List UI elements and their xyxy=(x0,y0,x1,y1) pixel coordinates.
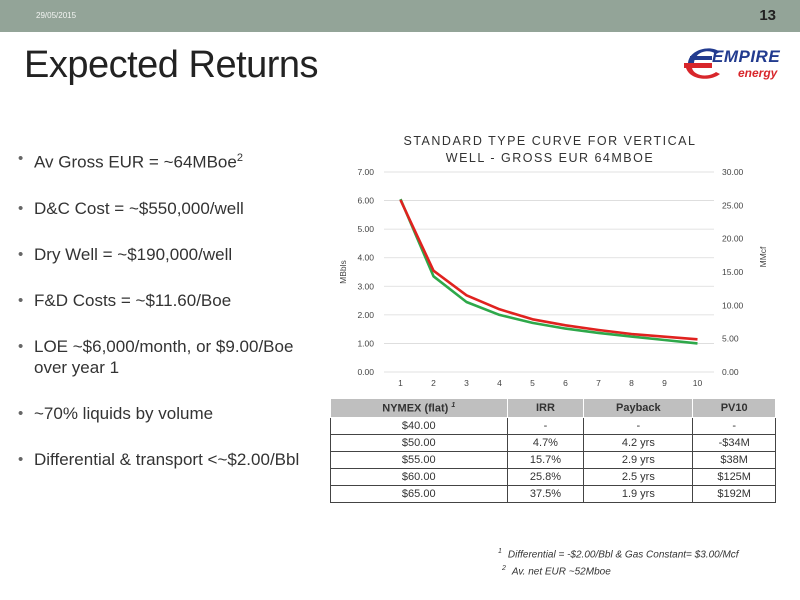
x-tick-label: 6 xyxy=(563,378,568,388)
economics-table: NYMEX (flat) 1 IRR Payback PV10 $40.00 -… xyxy=(330,398,776,503)
table-cell: 4.2 yrs xyxy=(583,434,694,452)
y2-tick-label: 5.00 xyxy=(722,334,739,344)
y-axis-label: MBbls xyxy=(338,260,348,284)
slide-date: 29/05/2015 xyxy=(36,11,77,20)
table-cell: 37.5% xyxy=(506,485,585,503)
table-row: $55.00 15.7% 2.9 yrs $38M xyxy=(330,451,776,469)
y2-tick-label: 30.00 xyxy=(722,167,744,177)
y-tick-label: 6.00 xyxy=(357,196,374,206)
footnote-item: 2 Av. net EUR ~52Mboe xyxy=(502,565,611,578)
bullet-item: F&D Costs = ~$11.60/Boe xyxy=(18,290,328,311)
table-cell: $60.00 xyxy=(330,468,508,486)
y2-tick-label: 10.00 xyxy=(722,300,744,310)
footnotes: 1 Differential = -$2.00/Bbl & Gas Constan… xyxy=(498,545,739,580)
x-tick-label: 4 xyxy=(497,378,502,388)
footnote-item: 1 Differential = -$2.00/Bbl & Gas Constan… xyxy=(498,548,739,561)
table-cell: - xyxy=(692,417,776,435)
y-tick-label: 3.00 xyxy=(357,281,374,291)
table-row: $40.00 - - - xyxy=(330,417,776,435)
logo-text-energy: energy xyxy=(738,66,778,80)
company-logo: EMPIRE energy xyxy=(680,40,790,86)
y2-tick-label: 20.00 xyxy=(722,234,744,244)
table-row: $60.00 25.8% 2.5 yrs $125M xyxy=(330,468,776,486)
table-cell: - xyxy=(506,417,585,435)
key-metrics-list: Av Gross EUR = ~64MBoe2 D&C Cost = ~$550… xyxy=(18,148,328,495)
table-row: $50.00 4.7% 4.2 yrs -$34M xyxy=(330,434,776,452)
y2-tick-label: 25.00 xyxy=(722,200,744,210)
x-tick-label: 3 xyxy=(464,378,469,388)
col-header-nymex: NYMEX (flat) 1 xyxy=(330,398,508,418)
table-cell: 1.9 yrs xyxy=(583,485,694,503)
table-cell: $38M xyxy=(692,451,776,469)
x-tick-label: 1 xyxy=(398,378,403,388)
page-number: 13 xyxy=(759,7,776,24)
table-cell: $192M xyxy=(692,485,776,503)
table-cell: $65.00 xyxy=(330,485,508,503)
y2-tick-label: 15.00 xyxy=(722,267,744,277)
chart-title-line-2: WELL - GROSS EUR 64MBOE xyxy=(446,151,654,165)
col-header-payback: Payback xyxy=(583,398,694,418)
y2-axis-label: MMcf xyxy=(758,246,768,267)
table-cell: 2.5 yrs xyxy=(583,468,694,486)
table-cell: 2.9 yrs xyxy=(583,451,694,469)
bullet-item: Differential & transport <~$2.00/Bbl xyxy=(18,449,328,470)
table-header-row: NYMEX (flat) 1 IRR Payback PV10 xyxy=(330,398,776,418)
table-cell: $55.00 xyxy=(330,451,508,469)
col-header-irr: IRR xyxy=(506,398,585,418)
series-line-2 xyxy=(399,199,698,341)
bullet-item: D&C Cost = ~$550,000/well xyxy=(18,198,328,219)
y-tick-label: 4.00 xyxy=(357,253,374,263)
type-curve-chart: STANDARD TYPE CURVE FOR VERTICAL WELL - G… xyxy=(338,134,768,388)
y-tick-label: 7.00 xyxy=(357,167,374,177)
y-tick-label: 1.00 xyxy=(357,338,374,348)
y-tick-label: 0.00 xyxy=(357,367,374,377)
table-cell: $40.00 xyxy=(330,417,508,435)
table-cell: $125M xyxy=(692,468,776,486)
x-tick-label: 10 xyxy=(693,378,703,388)
col-header-pv10: PV10 xyxy=(692,398,776,418)
series-line-1 xyxy=(399,198,698,345)
bullet-item: Dry Well = ~$190,000/well xyxy=(18,244,328,265)
table-cell: 25.8% xyxy=(506,468,585,486)
logo-text-empire: EMPIRE xyxy=(712,47,781,66)
bullet-item: ~70% liquids by volume xyxy=(18,403,328,424)
x-tick-label: 5 xyxy=(530,378,535,388)
table-row: $65.00 37.5% 1.9 yrs $192M xyxy=(330,485,776,503)
x-tick-label: 2 xyxy=(431,378,436,388)
bullet-item: LOE ~$6,000/month, or $9.00/Boe over yea… xyxy=(18,336,328,378)
table-cell: 15.7% xyxy=(506,451,585,469)
header-bar: 29/05/2015 13 xyxy=(0,0,800,32)
chart-title-line-1: STANDARD TYPE CURVE FOR VERTICAL xyxy=(404,134,697,148)
logo-swoosh-icon xyxy=(684,48,720,79)
table-cell: 4.7% xyxy=(506,434,585,452)
y-tick-label: 2.00 xyxy=(357,310,374,320)
x-tick-label: 9 xyxy=(662,378,667,388)
y2-tick-label: 0.00 xyxy=(722,367,739,377)
x-tick-label: 7 xyxy=(596,378,601,388)
table-cell: $50.00 xyxy=(330,434,508,452)
bullet-item: Av Gross EUR = ~64MBoe2 xyxy=(18,148,328,173)
table-cell: - xyxy=(583,417,694,435)
slide-title: Expected Returns xyxy=(24,44,319,86)
y-tick-label: 5.00 xyxy=(357,224,374,234)
x-tick-label: 8 xyxy=(629,378,634,388)
table-cell: -$34M xyxy=(692,434,776,452)
